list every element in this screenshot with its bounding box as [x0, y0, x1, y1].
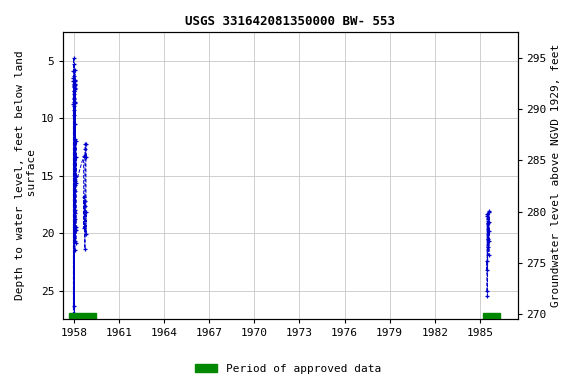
- Bar: [69, 313, 96, 319]
- Title: USGS 331642081350000 BW- 553: USGS 331642081350000 BW- 553: [185, 15, 396, 28]
- Bar: [483, 313, 499, 319]
- Legend: Period of approved data: Period of approved data: [191, 359, 385, 379]
- Y-axis label: Groundwater level above NGVD 1929, feet: Groundwater level above NGVD 1929, feet: [551, 44, 561, 307]
- Y-axis label: Depth to water level, feet below land
 surface: Depth to water level, feet below land su…: [15, 51, 37, 300]
